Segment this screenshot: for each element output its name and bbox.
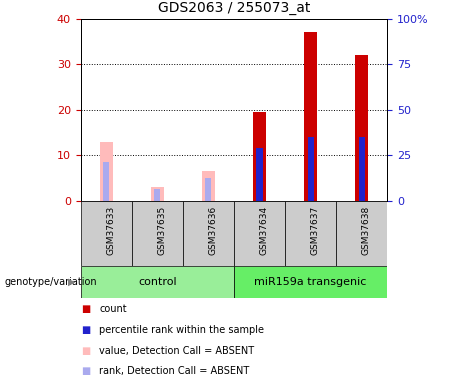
Bar xyxy=(336,201,387,266)
Text: GSM37633: GSM37633 xyxy=(106,206,115,255)
Bar xyxy=(205,178,212,201)
Bar xyxy=(234,201,285,266)
Text: miR159a transgenic: miR159a transgenic xyxy=(254,277,367,287)
Text: percentile rank within the sample: percentile rank within the sample xyxy=(99,325,264,335)
Text: ■: ■ xyxy=(81,304,90,314)
Bar xyxy=(256,148,263,201)
Title: GDS2063 / 255073_at: GDS2063 / 255073_at xyxy=(158,1,310,15)
Bar xyxy=(359,137,365,201)
Bar xyxy=(100,141,112,201)
Text: GSM37634: GSM37634 xyxy=(260,206,268,255)
Bar xyxy=(234,266,387,298)
Text: rank, Detection Call = ABSENT: rank, Detection Call = ABSENT xyxy=(99,366,249,375)
Bar xyxy=(154,189,160,201)
Bar xyxy=(81,266,234,298)
Bar xyxy=(81,201,132,266)
Bar xyxy=(304,32,317,201)
Text: ■: ■ xyxy=(81,346,90,355)
Bar xyxy=(183,201,234,266)
Bar xyxy=(103,162,109,201)
Bar xyxy=(285,201,336,266)
Text: GSM37635: GSM37635 xyxy=(157,206,166,255)
Text: GSM37638: GSM37638 xyxy=(362,206,371,255)
Text: GSM37636: GSM37636 xyxy=(208,206,218,255)
Text: ■: ■ xyxy=(81,366,90,375)
Text: GSM37637: GSM37637 xyxy=(311,206,319,255)
Bar xyxy=(355,55,368,201)
Bar xyxy=(307,137,313,201)
Text: value, Detection Call = ABSENT: value, Detection Call = ABSENT xyxy=(99,346,254,355)
Text: control: control xyxy=(138,277,177,287)
Text: ■: ■ xyxy=(81,325,90,335)
Bar xyxy=(202,171,215,201)
Text: genotype/variation: genotype/variation xyxy=(5,277,97,287)
Text: ▶: ▶ xyxy=(68,277,76,287)
Text: count: count xyxy=(99,304,127,314)
Bar xyxy=(253,112,266,201)
Bar xyxy=(132,201,183,266)
Bar xyxy=(151,187,164,201)
